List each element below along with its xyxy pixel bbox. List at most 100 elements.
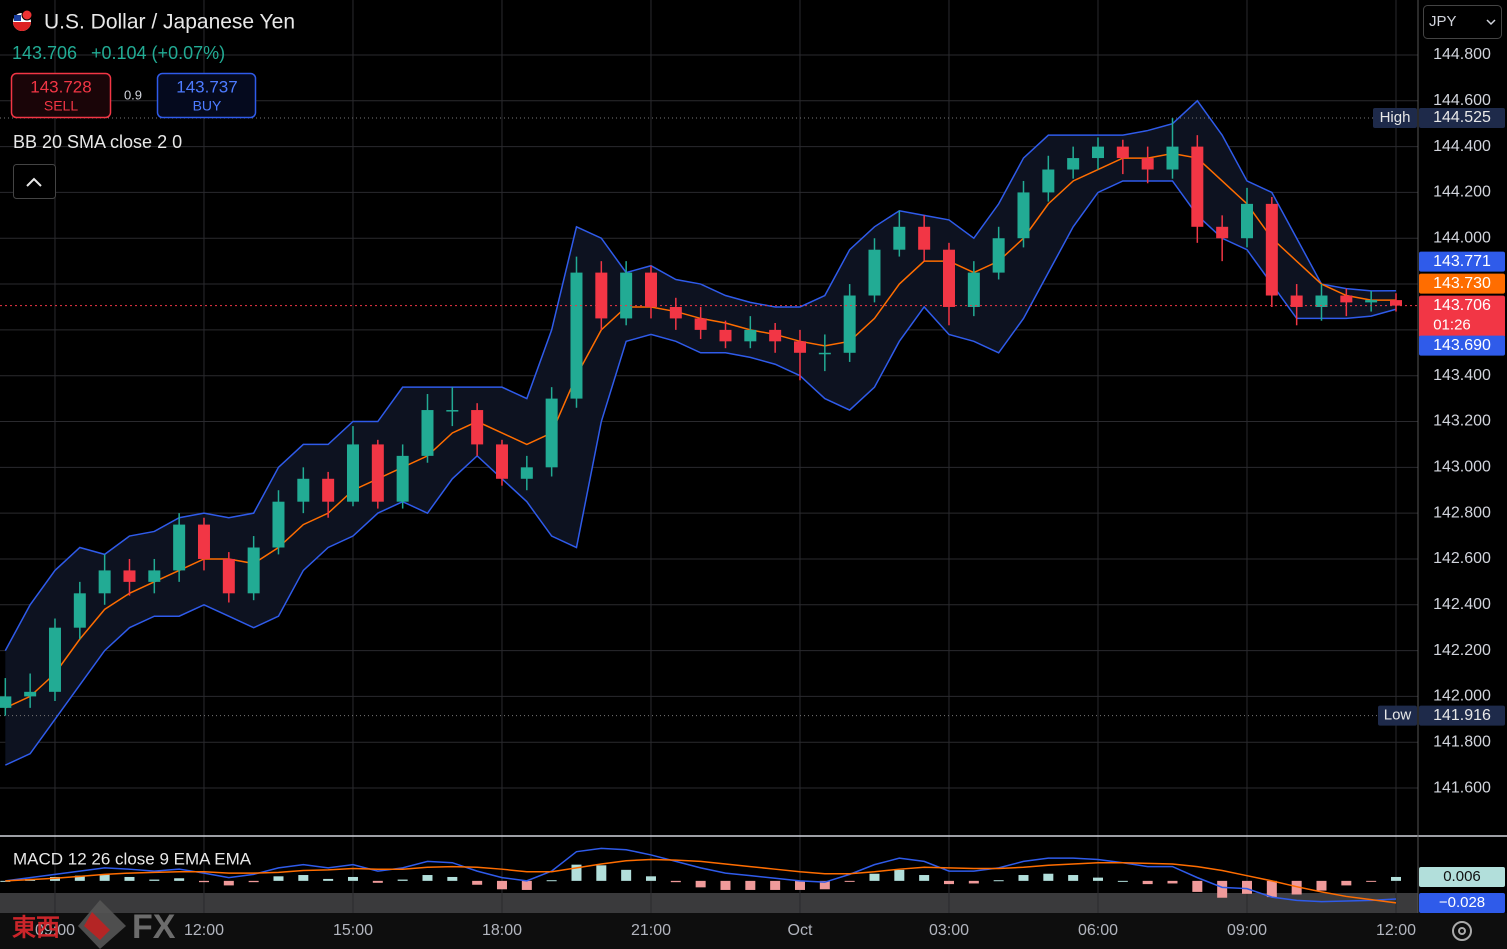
buy-button-box[interactable] bbox=[156, 72, 257, 119]
candle-body bbox=[520, 467, 533, 479]
candle-body bbox=[1265, 203, 1278, 296]
watermark-text: FX bbox=[132, 908, 176, 946]
candle-body bbox=[1340, 295, 1353, 303]
candle-body bbox=[421, 410, 434, 456]
sell-label[interactable]: SELL bbox=[44, 98, 78, 114]
candle-body bbox=[98, 570, 111, 594]
histogram-bar bbox=[794, 880, 805, 890]
x-tick-label: 12:00 bbox=[184, 922, 224, 939]
histogram-bar bbox=[248, 880, 259, 883]
candle-body bbox=[719, 329, 732, 342]
y-tick-label: 144.400 bbox=[1433, 138, 1491, 155]
axes: 09:00 12:00 15:00 18:00 21:00 Oct 03:00 06:00 09… bbox=[35, 46, 1505, 939]
candle-body bbox=[992, 238, 1005, 273]
histogram-bar bbox=[198, 880, 209, 883]
histogram-bar bbox=[1068, 875, 1079, 881]
x-tick-label: 09:00 bbox=[35, 922, 75, 939]
settings-icon[interactable] bbox=[1452, 921, 1472, 941]
histogram-bar bbox=[869, 873, 880, 881]
time-axis bbox=[0, 913, 1507, 949]
collapse-button[interactable] bbox=[13, 164, 56, 199]
candle-body bbox=[1290, 295, 1303, 307]
candle-body bbox=[446, 410, 459, 412]
candle-body bbox=[346, 444, 359, 502]
price-change: +0.104 (+0.07%) bbox=[91, 43, 225, 63]
histogram-bar bbox=[496, 880, 507, 890]
symbol-title: U.S. Dollar / Japanese Yen bbox=[44, 11, 295, 34]
histogram-bar bbox=[1341, 880, 1352, 886]
price-label-box bbox=[1419, 273, 1505, 294]
buy-button[interactable]: 143.737 BUY bbox=[156, 72, 257, 119]
price-label-box bbox=[1419, 866, 1505, 887]
candle-body bbox=[173, 524, 186, 571]
price-label-box bbox=[1419, 893, 1505, 914]
extreme-value: 144.525 bbox=[1433, 109, 1491, 126]
histogram-bar bbox=[1167, 880, 1178, 884]
histogram-bar bbox=[0, 880, 11, 882]
histogram-bar bbox=[1092, 877, 1103, 881]
y-tick-label: 142.400 bbox=[1433, 596, 1491, 613]
flag-icon bbox=[14, 15, 21, 21]
price-label: 143.771 bbox=[1433, 253, 1491, 270]
candle-body bbox=[1091, 146, 1104, 159]
currency-dropdown[interactable]: JPY bbox=[1423, 5, 1502, 39]
candle-body bbox=[1017, 192, 1030, 239]
histogram-bar bbox=[1266, 880, 1277, 898]
sell-price[interactable]: 143.728 bbox=[30, 77, 91, 96]
histogram-bar bbox=[943, 880, 954, 885]
histogram-bar bbox=[1117, 880, 1128, 882]
y-tick-label: 142.200 bbox=[1433, 642, 1491, 659]
candle-body bbox=[1067, 158, 1080, 170]
price-label: 143.690 bbox=[1433, 337, 1491, 354]
sell-button-box[interactable] bbox=[10, 72, 112, 119]
chevron-icon[interactable] bbox=[1486, 19, 1496, 26]
settings-button[interactable] bbox=[1452, 921, 1472, 941]
spread: 0.9 bbox=[124, 87, 142, 102]
indicator-title: BB 20 SMA close 2 0 bbox=[13, 132, 182, 152]
histogram-bar bbox=[993, 880, 1004, 882]
histogram-bar bbox=[596, 865, 607, 881]
band-fill bbox=[5, 100, 1396, 766]
price-label-box bbox=[1419, 295, 1505, 338]
candle-body bbox=[73, 593, 86, 628]
settings-icon[interactable] bbox=[1458, 927, 1466, 935]
macd-line bbox=[5, 858, 1397, 904]
candle-body bbox=[297, 478, 310, 502]
x-tick-label: Oct bbox=[788, 922, 813, 939]
indicator-line bbox=[5, 180, 1397, 766]
histogram-bar bbox=[124, 876, 135, 881]
currency[interactable]: JPY bbox=[1429, 13, 1457, 30]
histogram-bar bbox=[1217, 880, 1228, 898]
y-tick-label: 143.000 bbox=[1433, 459, 1491, 476]
y-tick-label: 142.600 bbox=[1433, 550, 1491, 567]
dropdown-box[interactable] bbox=[1423, 5, 1502, 39]
extreme-label-box bbox=[1373, 107, 1417, 128]
header: U.S. Dollar / Japanese Yen 143.706 +0.10… bbox=[10, 9, 295, 868]
candle-body bbox=[918, 226, 931, 250]
x-tick-label: 12:00 bbox=[1376, 922, 1416, 939]
chevron-icon[interactable] bbox=[26, 177, 42, 187]
histogram-bar bbox=[745, 880, 756, 890]
collapse-button-box[interactable] bbox=[13, 164, 56, 199]
sell-button[interactable]: 143.728 SELL bbox=[10, 72, 112, 119]
histogram-bar bbox=[1366, 880, 1377, 882]
histogram-bar bbox=[74, 875, 85, 881]
histogram-bar bbox=[720, 880, 731, 890]
candle-body bbox=[620, 272, 633, 319]
candle-body bbox=[247, 547, 260, 594]
candle-body bbox=[1191, 146, 1204, 227]
histogram-bar bbox=[372, 880, 383, 883]
candle-body bbox=[545, 398, 558, 468]
flag-icon bbox=[21, 9, 33, 21]
buy-price[interactable]: 143.737 bbox=[176, 77, 237, 96]
buy-label[interactable]: BUY bbox=[193, 98, 222, 114]
histogram-bar bbox=[621, 869, 632, 881]
x-tick-label: 15:00 bbox=[333, 922, 373, 939]
macd-line bbox=[5, 847, 1397, 903]
candle-body bbox=[967, 272, 980, 307]
extreme-value-box bbox=[1419, 107, 1505, 128]
macd-pane bbox=[0, 847, 1401, 904]
candle-body bbox=[1216, 226, 1229, 239]
